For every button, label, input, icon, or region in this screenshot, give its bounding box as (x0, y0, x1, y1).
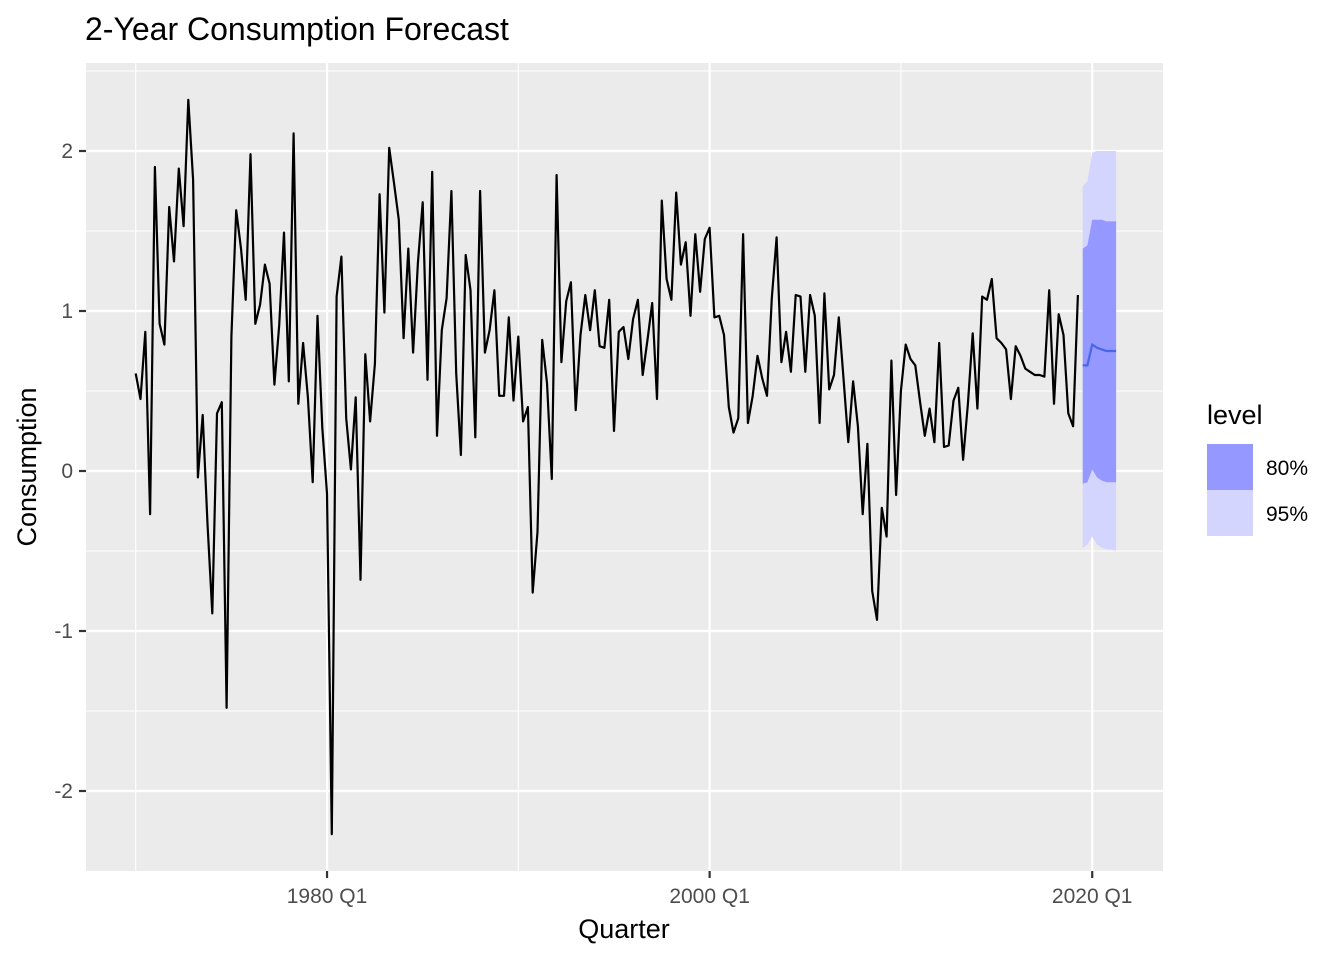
x-tick-label: 2000 Q1 (669, 885, 750, 908)
legend-key-80 (1207, 444, 1253, 490)
legend-key-95 (1207, 490, 1253, 536)
major-gridlines (86, 63, 1163, 871)
y-tick-label: 2 (61, 140, 73, 163)
band-80 (1082, 219, 1117, 484)
series-lines (134, 98, 1117, 836)
forecast-intervals (1082, 151, 1117, 551)
legend-label-80: 80% (1266, 457, 1308, 480)
minor-gridlines (86, 63, 1163, 871)
plot-panel (86, 63, 1163, 871)
y-tick-label: 1 (61, 300, 73, 323)
x-axis-title: Quarter (578, 914, 670, 944)
series-line-consumption (134, 98, 1079, 836)
y-axis-title: Consumption (12, 387, 42, 546)
x-tick-label: 1980 Q1 (287, 885, 368, 908)
x-axis-ticks: 1980 Q1 2000 Q1 2020 Q1 (287, 871, 1133, 908)
y-tick-label: -1 (54, 620, 73, 643)
y-tick-label: 0 (61, 460, 73, 483)
y-tick-label: -2 (54, 780, 73, 803)
chart-title: 2-Year Consumption Forecast (85, 11, 509, 47)
forecast-mean-line (1082, 342, 1117, 367)
x-tick-label: 2020 Q1 (1052, 885, 1133, 908)
y-axis-ticks: -2 -1 0 1 2 (54, 140, 86, 803)
legend-label-95: 95% (1266, 503, 1308, 526)
legend-title: level (1207, 400, 1263, 430)
legend: level 80% 95% (1207, 400, 1308, 536)
